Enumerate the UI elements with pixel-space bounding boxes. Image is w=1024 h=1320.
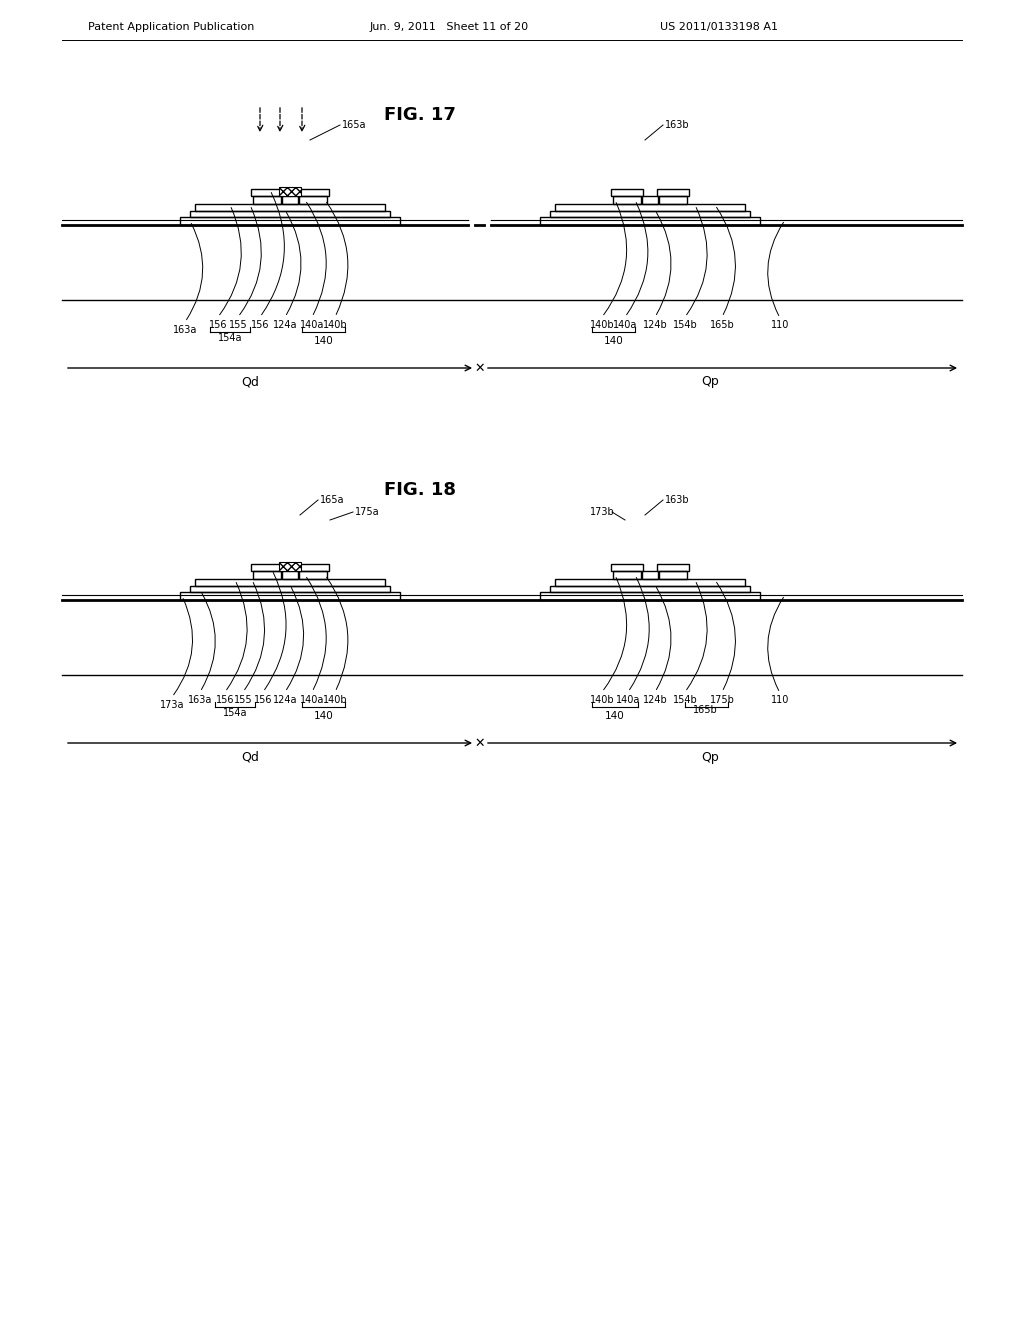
Text: Qd: Qd: [241, 751, 259, 763]
Bar: [251, 189, 283, 195]
Bar: [253, 572, 281, 579]
Bar: [611, 189, 643, 195]
Bar: [279, 562, 301, 572]
Text: 173b: 173b: [590, 507, 614, 517]
Bar: [299, 195, 327, 205]
Text: 165b: 165b: [692, 705, 718, 715]
Text: 165b: 165b: [710, 319, 734, 330]
Text: 140: 140: [603, 337, 624, 346]
Text: 156: 156: [209, 319, 227, 330]
Text: 140a: 140a: [300, 319, 325, 330]
Text: 124b: 124b: [643, 319, 668, 330]
Text: US 2011/0133198 A1: US 2011/0133198 A1: [660, 22, 778, 32]
Text: ✕: ✕: [475, 737, 485, 750]
Text: 155: 155: [228, 319, 248, 330]
Text: FIG. 17: FIG. 17: [384, 106, 456, 124]
Bar: [253, 195, 281, 205]
Text: 140b: 140b: [590, 319, 614, 330]
Text: FIG. 18: FIG. 18: [384, 480, 456, 499]
Bar: [642, 572, 658, 579]
Text: 173a: 173a: [160, 700, 184, 710]
Text: Jun. 9, 2011   Sheet 11 of 20: Jun. 9, 2011 Sheet 11 of 20: [370, 22, 529, 32]
Text: 154b: 154b: [673, 319, 697, 330]
Bar: [550, 586, 750, 591]
Text: 140a: 140a: [300, 696, 325, 705]
Text: 155: 155: [233, 696, 252, 705]
Text: 110: 110: [771, 696, 790, 705]
Bar: [279, 187, 301, 195]
Bar: [540, 216, 760, 224]
Text: 110: 110: [771, 319, 790, 330]
Bar: [251, 564, 283, 572]
Text: 163b: 163b: [665, 120, 689, 129]
Bar: [299, 572, 327, 579]
Text: ✕: ✕: [475, 362, 485, 375]
Bar: [297, 564, 329, 572]
Text: 156: 156: [216, 696, 234, 705]
Bar: [555, 205, 745, 211]
Text: 163a: 163a: [173, 325, 198, 335]
Bar: [297, 189, 329, 195]
Bar: [555, 579, 745, 586]
Text: 124a: 124a: [272, 696, 297, 705]
Text: 140: 140: [605, 711, 625, 721]
Text: 140: 140: [313, 711, 334, 721]
Bar: [180, 591, 400, 601]
Text: 154a: 154a: [218, 333, 243, 343]
Bar: [195, 579, 385, 586]
Text: Qd: Qd: [241, 375, 259, 388]
Bar: [180, 216, 400, 224]
Text: 140: 140: [313, 337, 334, 346]
Text: 163a: 163a: [187, 696, 212, 705]
Text: Patent Application Publication: Patent Application Publication: [88, 22, 254, 32]
Text: 140b: 140b: [323, 696, 347, 705]
Bar: [190, 211, 390, 216]
Text: 165a: 165a: [319, 495, 344, 506]
Bar: [611, 564, 643, 572]
Text: 175a: 175a: [355, 507, 380, 517]
Bar: [657, 189, 689, 195]
Text: 154a: 154a: [223, 708, 247, 718]
Bar: [659, 195, 687, 205]
Bar: [550, 211, 750, 216]
Bar: [540, 591, 760, 601]
Text: 163b: 163b: [665, 495, 689, 506]
Text: 156: 156: [254, 696, 272, 705]
Text: 140b: 140b: [323, 319, 347, 330]
Bar: [642, 195, 658, 205]
Text: 124b: 124b: [643, 696, 668, 705]
Bar: [657, 564, 689, 572]
Text: 124a: 124a: [272, 319, 297, 330]
Text: 140a: 140a: [615, 696, 640, 705]
Bar: [613, 195, 641, 205]
Text: 175b: 175b: [710, 696, 734, 705]
Bar: [195, 205, 385, 211]
Bar: [659, 572, 687, 579]
Text: 165a: 165a: [342, 120, 367, 129]
Bar: [282, 572, 298, 579]
Bar: [282, 195, 298, 205]
Text: 140a: 140a: [612, 319, 637, 330]
Text: Qp: Qp: [701, 375, 719, 388]
Text: 154b: 154b: [673, 696, 697, 705]
Text: 156: 156: [251, 319, 269, 330]
Text: Qp: Qp: [701, 751, 719, 763]
Text: 140b: 140b: [590, 696, 614, 705]
Bar: [613, 572, 641, 579]
Bar: [190, 586, 390, 591]
